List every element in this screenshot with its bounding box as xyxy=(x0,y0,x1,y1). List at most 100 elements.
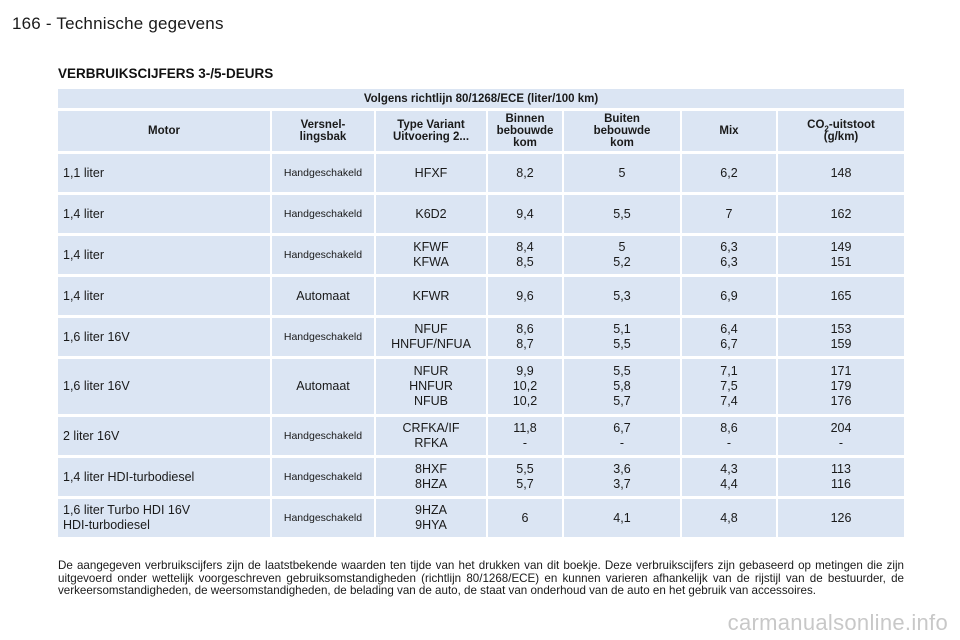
cell-line: 153 xyxy=(830,322,852,336)
cell-line: NFUR xyxy=(413,364,449,378)
cell-motor: 1,6 liter Turbo HDI 16V HDI-turbodiesel xyxy=(58,499,272,537)
cell-type: 8HXF 8HZA xyxy=(376,458,488,496)
table-row: 1,4 liter Automaat KFWR 9,6 5,3 6,9 165 xyxy=(58,277,904,315)
header-transmission: Versnel- lingsbak xyxy=(272,111,376,151)
cell-transmission: Automaat xyxy=(272,359,376,414)
cell-line: 10,2 xyxy=(512,379,538,393)
cell-line: 1,1 liter xyxy=(63,165,104,180)
cell-line: 8HXF xyxy=(415,462,447,476)
cell-line: - xyxy=(522,436,528,450)
cell-line: 176 xyxy=(830,394,852,408)
cell-transmission: Handgeschakeld xyxy=(272,195,376,233)
header-line: bebouwde xyxy=(496,125,554,137)
cell-line: 204 xyxy=(830,421,852,435)
cell-mix: 6,3 6,3 xyxy=(682,236,778,274)
cell-co2: 162 xyxy=(778,195,904,233)
cell-line: 1,4 liter xyxy=(63,247,104,262)
cell-line: HNFUR xyxy=(409,379,453,393)
cell-line: 5,2 xyxy=(613,255,631,269)
table-row: 1,4 liter Handgeschakeld KFWF KFWA 8,4 8,5 5 5,… xyxy=(58,236,904,274)
cell-line: 126 xyxy=(830,510,852,525)
cell-line: - xyxy=(619,436,625,450)
watermark: carmanualsonline.info xyxy=(727,610,948,635)
cell-extra-urban: 5 xyxy=(564,154,682,192)
cell-line: KFWF xyxy=(413,240,449,254)
cell-line: 8,2 xyxy=(516,165,534,180)
consumption-table: Volgens richtlijn 80/1268/ECE (liter/100… xyxy=(58,86,904,540)
cell-line: 5 xyxy=(618,165,626,180)
cell-line: 9,9 xyxy=(516,364,534,378)
cell-type: KFWR xyxy=(376,277,488,315)
footnote: De aangegeven verbruikscijfers zijn de l… xyxy=(58,559,904,598)
header-line: kom xyxy=(513,137,537,149)
cell-type: NFUF HNFUF/NFUA xyxy=(376,318,488,356)
header-urban: Binnen bebouwde kom xyxy=(488,111,564,151)
cell-urban: 11,8- xyxy=(488,417,564,455)
cell-motor: 1,6 liter 16V xyxy=(58,359,272,414)
header-line: (g/km) xyxy=(823,131,859,143)
cell-type: NFUR HNFUR NFUB xyxy=(376,359,488,414)
cell-mix: 4,3 4,4 xyxy=(682,458,778,496)
cell-line: 5,7 xyxy=(613,394,631,408)
header-mix: Mix xyxy=(682,111,778,151)
table-row: 1,6 liter Turbo HDI 16V HDI-turbodiesel Ha… xyxy=(58,499,904,537)
co2-subscript: 2 xyxy=(824,124,829,134)
cell-line: 8,7 xyxy=(516,337,534,351)
cell-line: 148 xyxy=(830,165,852,180)
cell-line: 5,5 xyxy=(516,462,534,476)
cell-type: HFXF xyxy=(376,154,488,192)
cell-line: 1,6 liter 16V xyxy=(63,379,130,393)
cell-line: - xyxy=(726,436,732,450)
co2-pre: CO xyxy=(807,119,825,131)
header-line: bebouwde xyxy=(593,125,651,137)
table-row: 1,6 liter 16V Handgeschakeld NFUF HNFUF/NFU… xyxy=(58,318,904,356)
cell-line: 5 xyxy=(618,240,626,254)
cell-line: 6,4 xyxy=(720,322,738,336)
cell-line: 9,6 xyxy=(516,288,534,303)
cell-line: 1,6 liter Turbo HDI 16V xyxy=(63,503,191,517)
cell-motor: 1,4 liter xyxy=(58,236,272,274)
cell-line: 171 xyxy=(830,364,852,378)
header-extra-urban: Buiten bebouwde kom xyxy=(564,111,682,151)
cell-urban: 8,2 xyxy=(488,154,564,192)
cell-line: 151 xyxy=(830,255,852,269)
cell-urban: 9,4 xyxy=(488,195,564,233)
table-row: 1,4 liter Handgeschakeld K6D2 9,4 5,5 7 162 xyxy=(58,195,904,233)
cell-line: KFWA xyxy=(413,255,449,269)
cell-transmission: Handgeschakeld xyxy=(272,236,376,274)
header-line: Type Variant xyxy=(397,119,465,131)
cell-co2: 149 151 xyxy=(778,236,904,274)
cell-line: 5,5 xyxy=(613,364,631,378)
cell-line: 5,7 xyxy=(516,477,534,491)
cell-line: 7,1 xyxy=(720,364,738,378)
cell-line: 9HZA xyxy=(415,503,447,517)
cell-transmission: Handgeschakeld xyxy=(272,318,376,356)
cell-line: 165 xyxy=(830,288,852,303)
cell-line: 162 xyxy=(830,206,852,221)
cell-line: 2 liter 16V xyxy=(63,428,120,443)
cell-line: 7,4 xyxy=(720,394,738,408)
cell-extra-urban: 4,1 xyxy=(564,499,682,537)
header-line: Versnel- xyxy=(300,119,346,131)
header-line: kom xyxy=(610,137,634,149)
cell-mix: 6,9 xyxy=(682,277,778,315)
cell-transmission: Handgeschakeld xyxy=(272,154,376,192)
cell-urban: 9,6 xyxy=(488,277,564,315)
cell-line: HFXF xyxy=(414,165,448,180)
cell-line: 8,6 xyxy=(516,322,534,336)
cell-mix: 4,8 xyxy=(682,499,778,537)
cell-line: 4,1 xyxy=(613,510,631,525)
cell-line: 9,4 xyxy=(516,206,534,221)
header-line: Binnen xyxy=(505,113,545,125)
cell-mix: 6,4 6,7 xyxy=(682,318,778,356)
cell-line: 6,7 xyxy=(613,421,631,435)
cell-extra-urban: 5,5 5,8 5,7 xyxy=(564,359,682,414)
cell-line: 10,2 xyxy=(512,394,538,408)
cell-co2: 126 xyxy=(778,499,904,537)
cell-line: - xyxy=(838,436,844,450)
cell-motor: 1,4 liter xyxy=(58,277,272,315)
cell-line: 4,3 xyxy=(720,462,738,476)
cell-motor: 2 liter 16V xyxy=(58,417,272,455)
cell-co2: 165 xyxy=(778,277,904,315)
cell-extra-urban: 6,7- xyxy=(564,417,682,455)
